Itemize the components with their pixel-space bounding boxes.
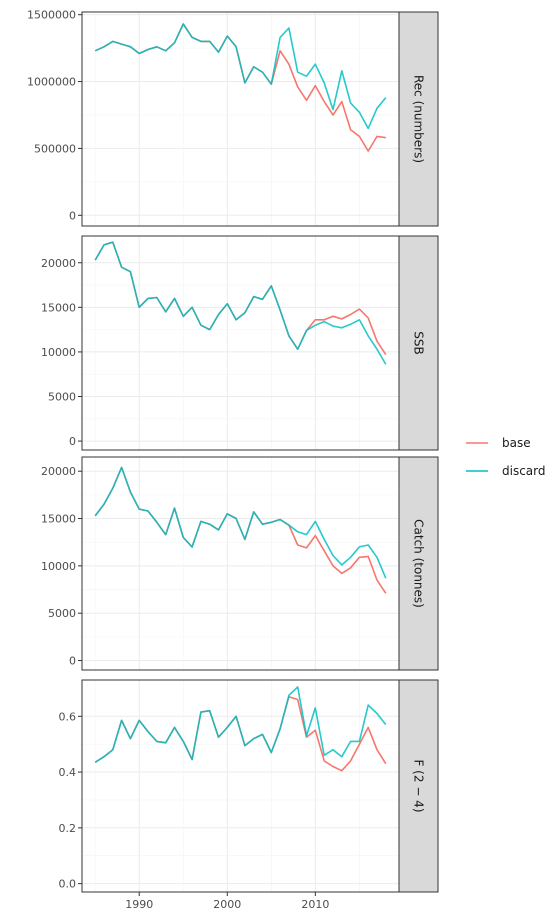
facet-strip: Catch (tonnes) [398,456,439,671]
facet-strip-label: Rec (numbers) [412,75,426,163]
facet-strip: F (2 − 4) [398,679,439,893]
facet-strip-bg [398,456,439,671]
x-tick-label: 1990 [125,898,153,911]
y-tick-label: 15000 [41,301,76,314]
legend-item-discard: discard [466,464,546,478]
x-tick-label: 2010 [301,898,329,911]
panel-series [94,466,387,594]
facet-strip-label: Catch (tonnes) [412,519,426,608]
y-tick-label: 5000 [48,391,76,404]
y-tick-label: 20000 [41,257,76,270]
y-tick-label: 0.6 [59,710,77,723]
y-tick-label: 0 [69,435,76,448]
y-axis: 0.0 0.2 0.4 0.6 [59,710,82,891]
facet-strip: SSB [398,235,439,451]
y-tick-label: 20000 [41,465,76,478]
y-tick-label: 10000 [41,346,76,359]
panel-grid [82,12,399,226]
panel-grid [82,236,399,450]
x-tick-label: 2000 [213,898,241,911]
panel-3: 0 5000 10000 15000 20000 Catch (tonnes) [41,456,439,671]
facet-strip-bg [398,679,439,893]
y-axis: 0 5000 10000 15000 20000 [41,257,82,448]
legend-label: discard [502,464,546,478]
panel-series [94,23,387,152]
panel-border [81,679,400,893]
panel-border [81,235,400,451]
y-tick-label: 0 [69,209,76,222]
panel-grid [82,680,399,892]
facet-strip-label: F (2 − 4) [412,759,426,812]
panel-border [81,11,400,227]
y-tick-label: 1500000 [27,9,76,22]
y-tick-label: 0.2 [59,822,77,835]
y-tick-label: 500000 [34,142,76,155]
series-line-discard [94,466,387,579]
legend: base discard [466,436,546,478]
y-tick-label: 0.0 [59,878,77,891]
panel-4: 0.0 0.2 0.4 0.6 F (2 − 4) [59,679,439,893]
facet-strip: Rec (numbers) [398,11,439,227]
y-tick-label: 15000 [41,513,76,526]
panel-series [94,686,387,772]
legend-item-base: base [466,436,531,450]
series-line-discard [94,686,387,763]
facet-strip-bg [398,235,439,451]
panel-series [94,241,387,365]
panel-2: 0 5000 10000 15000 20000 SSB [41,235,439,451]
series-line-discard [94,241,387,365]
y-tick-label: 1000000 [27,76,76,89]
y-axis: 0 5000 10000 15000 20000 [41,465,82,668]
facet-strip-label: SSB [412,331,426,354]
series-line-discard [94,23,387,130]
x-axis: 1990 2000 2010 [125,892,329,911]
y-tick-label: 0.4 [59,766,77,779]
y-tick-label: 0 [69,655,76,668]
legend-label: base [502,436,531,450]
panel-grid [82,457,399,670]
panel-1: 0 500000 1000000 1500000 Rec (numbers) [27,9,439,227]
panels: 0 500000 1000000 1500000 Rec (numbers) 0 5000 1… [27,9,439,893]
y-tick-label: 10000 [41,560,76,573]
y-axis: 0 500000 1000000 1500000 [27,9,82,222]
y-tick-label: 5000 [48,607,76,620]
facet-strip-bg [398,11,439,227]
